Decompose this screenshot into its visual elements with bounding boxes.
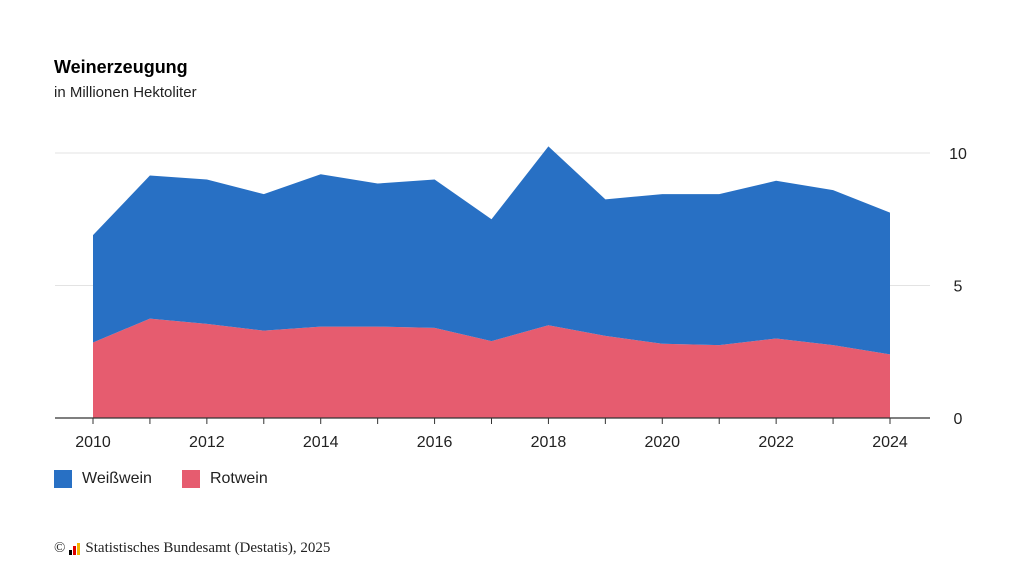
legend-swatch-weisswein: [54, 470, 72, 488]
x-tick-label-2010: 2010: [75, 434, 111, 451]
chart-subtitle: in Millionen Hektoliter: [54, 84, 197, 101]
legend-item-weisswein[interactable]: Weißwein: [54, 470, 152, 488]
x-tick-label-2014: 2014: [303, 434, 339, 451]
area-series-rotwein: [93, 318, 890, 418]
x-tick-label-2022: 2022: [758, 434, 794, 451]
y-tick-label-10: 10: [949, 146, 967, 163]
source-text: Statistisches Bundesamt (Destatis), 2025: [85, 540, 331, 556]
copyright-symbol: ©: [54, 540, 66, 556]
x-tick-label-2018: 2018: [531, 434, 567, 451]
x-tick-label-2016: 2016: [417, 434, 453, 451]
x-tick-label-2024: 2024: [872, 434, 908, 451]
area-series-weisswein: [93, 146, 890, 355]
destatis-logo-icon: [69, 542, 81, 555]
chart-title: Weinerzeugung: [54, 57, 188, 77]
legend-item-rotwein[interactable]: Rotwein: [181, 470, 268, 488]
source-note: © Statistisches Bundesamt (Destatis), 20…: [54, 540, 330, 557]
legend: Weißwein Rotwein: [54, 470, 298, 488]
y-tick-label-0: 0: [954, 411, 963, 428]
legend-swatch-rotwein: [181, 470, 200, 488]
legend-label-rotwein: Rotwein: [209, 470, 268, 487]
x-tick-label-2020: 2020: [644, 434, 680, 451]
y-tick-label-5: 5: [954, 279, 963, 296]
x-tick-label-2012: 2012: [189, 434, 225, 451]
legend-label-weisswein: Weißwein: [82, 470, 152, 487]
